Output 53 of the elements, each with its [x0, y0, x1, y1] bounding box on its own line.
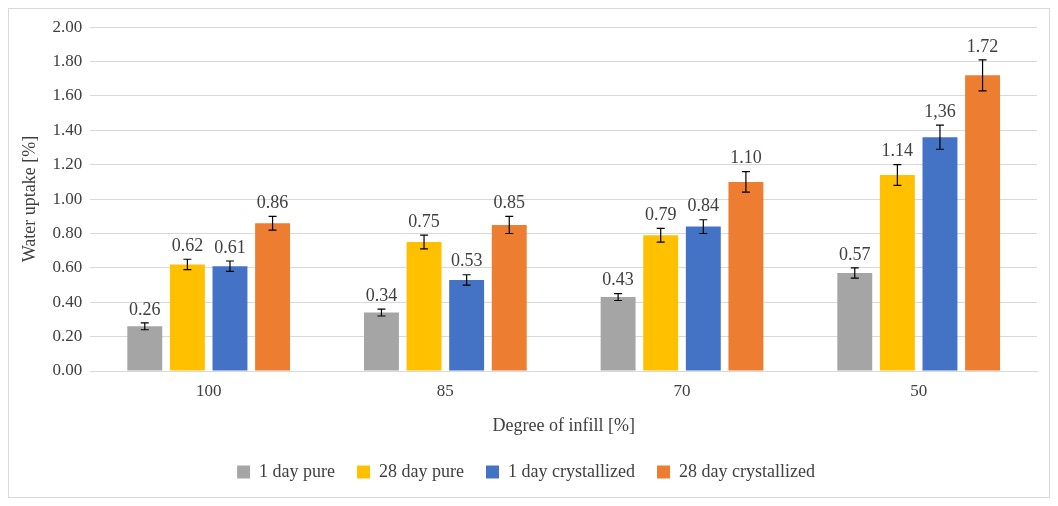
bar [879, 175, 915, 371]
bar [127, 326, 163, 371]
data-label: 0.43 [602, 269, 634, 290]
data-label: 0.79 [644, 204, 677, 225]
data-label: 0.75 [408, 210, 440, 231]
data-label: 0.26 [129, 298, 161, 319]
y-tick-label: 1.20 [52, 154, 83, 174]
x-tick-label: 85 [436, 380, 454, 400]
y-tick-label: 0.60 [52, 257, 83, 277]
data-label: 1.14 [881, 140, 914, 161]
bar [255, 223, 291, 371]
y-tick-label: 0.80 [52, 222, 83, 242]
bar [212, 266, 248, 371]
legend-label: 28 day pure [379, 460, 465, 481]
bar [449, 279, 485, 371]
y-tick-label: 2.00 [52, 16, 83, 36]
x-tick-label: 50 [910, 380, 928, 400]
bar [837, 273, 873, 371]
bar [643, 235, 679, 371]
data-label: 1.72 [966, 35, 999, 56]
bar [685, 226, 721, 371]
x-tick-label: 70 [673, 380, 691, 400]
x-tick-label: 100 [195, 380, 222, 400]
bar [363, 312, 399, 371]
legend-label: 1 day crystallized [508, 460, 635, 481]
bar [922, 137, 958, 371]
bar [728, 181, 764, 371]
y-tick-label: 0.40 [52, 291, 83, 311]
x-axis-title: Degree of infill [%] [492, 414, 635, 435]
data-label: 0.85 [493, 192, 525, 213]
y-tick-label: 1.80 [52, 51, 83, 71]
data-label: 1.10 [730, 147, 762, 168]
y-tick-label: 0.00 [52, 360, 83, 380]
bar [491, 224, 527, 371]
data-label: 1,36 [924, 100, 956, 121]
data-label: 0.86 [256, 192, 289, 213]
legend-label: 28 day crystallized [678, 460, 815, 481]
y-axis-title: Water uptake [%] [18, 135, 39, 263]
data-label: 0.53 [450, 250, 483, 271]
y-tick-label: 1.40 [52, 119, 83, 139]
y-tick-label: 1.00 [52, 188, 83, 208]
bar [600, 297, 636, 371]
y-tick-label: 1.60 [52, 85, 83, 105]
bar [406, 242, 442, 371]
bar [965, 75, 1001, 371]
legend-label: 1 day pure [259, 460, 336, 481]
y-tick-label: 0.20 [52, 326, 83, 346]
data-label: 0.84 [687, 195, 720, 216]
data-label: 0.61 [214, 236, 246, 257]
data-label: 0.57 [839, 243, 871, 264]
data-label: 0.34 [365, 284, 398, 305]
data-label: 0.62 [171, 235, 204, 255]
bar [169, 264, 205, 371]
